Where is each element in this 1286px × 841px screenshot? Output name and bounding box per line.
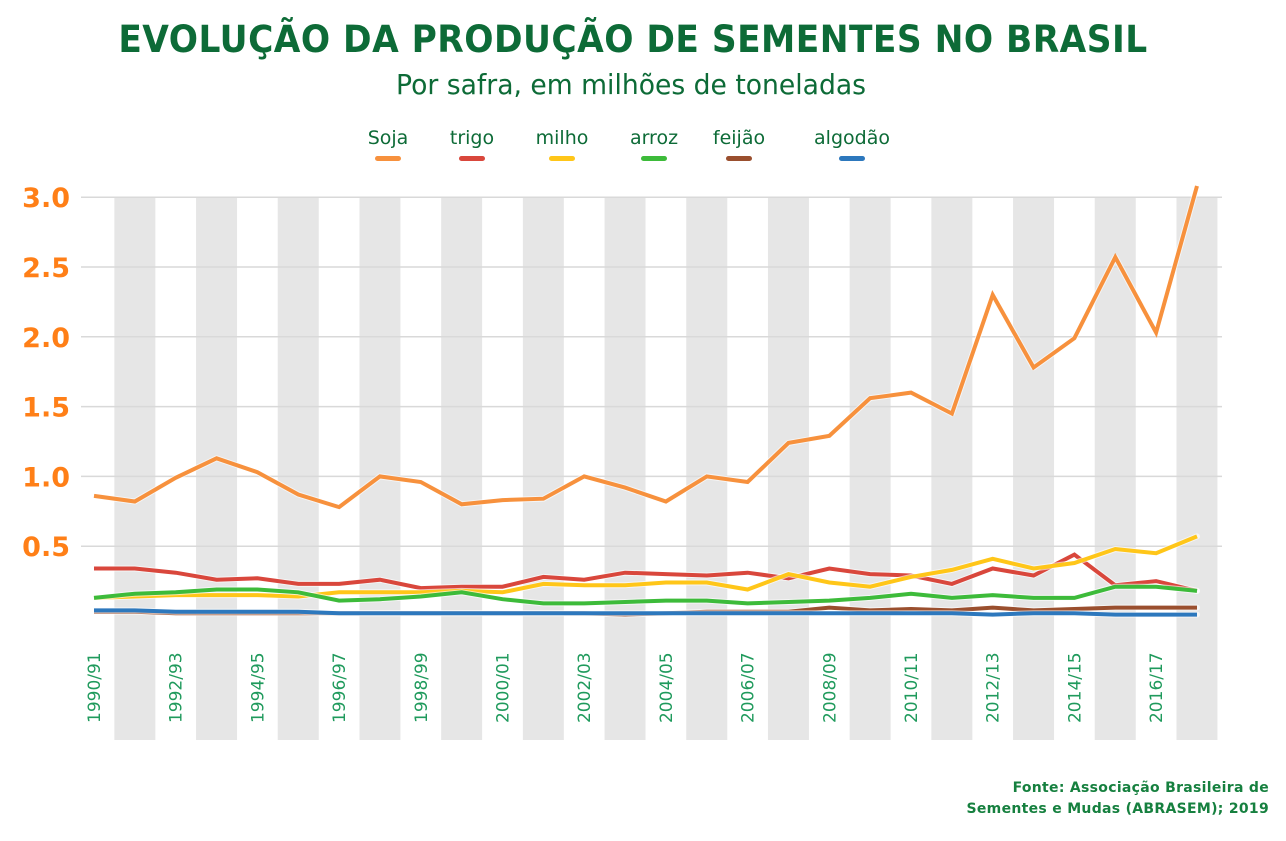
category-stripe [1176,197,1218,740]
x-axis-ticks: 1990/91 1992/93 1994/95 1996/97 1998/99 2000/… [85,652,1167,723]
series-lines [91,183,1200,618]
y-tick-label: 3.0 [22,183,70,214]
chart-subtitle: Por safra, em milhões de toneladas [395,68,867,101]
x-tick-label: 2014/15 [1065,652,1085,723]
category-stripe [196,197,238,740]
category-stripe [767,197,809,740]
x-tick-label: 2004/05 [657,652,677,723]
series-line-soja [93,185,1199,510]
legend-swatch [549,156,575,161]
legend-item-milho: milho [531,126,593,161]
legend-item-arroz: arroz [624,126,684,161]
legend-label: trigo [449,127,495,149]
series-line-trigo [94,552,1198,593]
x-tick-label: 2016/17 [1147,652,1167,723]
x-tick-label: 2006/07 [739,652,759,723]
x-tick-label: 2000/01 [494,652,514,723]
y-tick-label: 1.5 [22,393,70,424]
legend-label: algodão [814,127,890,149]
y-tick-label: 2.5 [22,253,70,284]
legend-label: Soja [367,127,409,149]
legend-swatch [641,156,667,161]
legend-swatch [375,156,401,161]
series-line-milho [93,534,1198,600]
category-stripe [849,197,891,740]
x-tick-label: 2010/11 [902,652,922,723]
category-stripe [931,197,973,740]
category-stripe [522,197,564,740]
y-tick-label: 1.0 [22,462,70,493]
category-stripe [114,197,156,740]
source-line-1: Fonte: Associação Brasileira de [1012,780,1269,796]
x-tick-label: 1994/95 [248,652,268,723]
category-stripe [686,197,728,740]
legend-swatch [726,156,752,161]
source-note: Fonte: Associação Brasileira de Sementes… [967,778,1270,820]
category-stripe [441,197,483,740]
category-stripe [604,197,646,740]
category-stripe [1013,197,1055,740]
y-tick-label: 2.0 [22,323,70,354]
legend-swatch [839,156,865,161]
background-stripes [114,197,1218,740]
legend-label: milho [535,127,589,149]
y-tick-label: 0.5 [22,532,70,563]
legend: Soja trigo milho arroz feijão algodão [350,126,910,166]
legend-item-trigo: trigo [446,126,498,161]
x-tick-label: 2008/09 [820,652,840,723]
legend-item-algodao: algodão [808,126,896,161]
legend-label: arroz [629,127,679,149]
legend-label: feijão [712,127,766,149]
x-tick-label: 1990/91 [85,652,105,723]
x-tick-label: 1992/93 [167,652,187,723]
series-line-arroz [93,584,1198,606]
legend-swatch [459,156,485,161]
x-tick-label: 2012/13 [984,652,1004,723]
legend-item-soja: Soja [364,126,412,161]
y-axis-ticks: 3.0 2.5 2.0 1.5 1.0 0.5 [22,183,70,563]
series-line-algodao [94,608,1197,617]
chart-title: EVOLUÇÃO DA PRODUÇÃO DE SEMENTES NO BRAS… [118,18,1148,61]
x-tick-label: 1996/97 [330,652,350,723]
category-stripe [277,197,319,740]
source-line-2: Sementes e Mudas (ABRASEM); 2019 [966,801,1269,817]
category-stripe [359,197,401,740]
legend-item-feijao: feijão [707,126,771,161]
x-tick-label: 2002/03 [575,652,595,723]
x-tick-label: 1998/99 [412,652,432,723]
